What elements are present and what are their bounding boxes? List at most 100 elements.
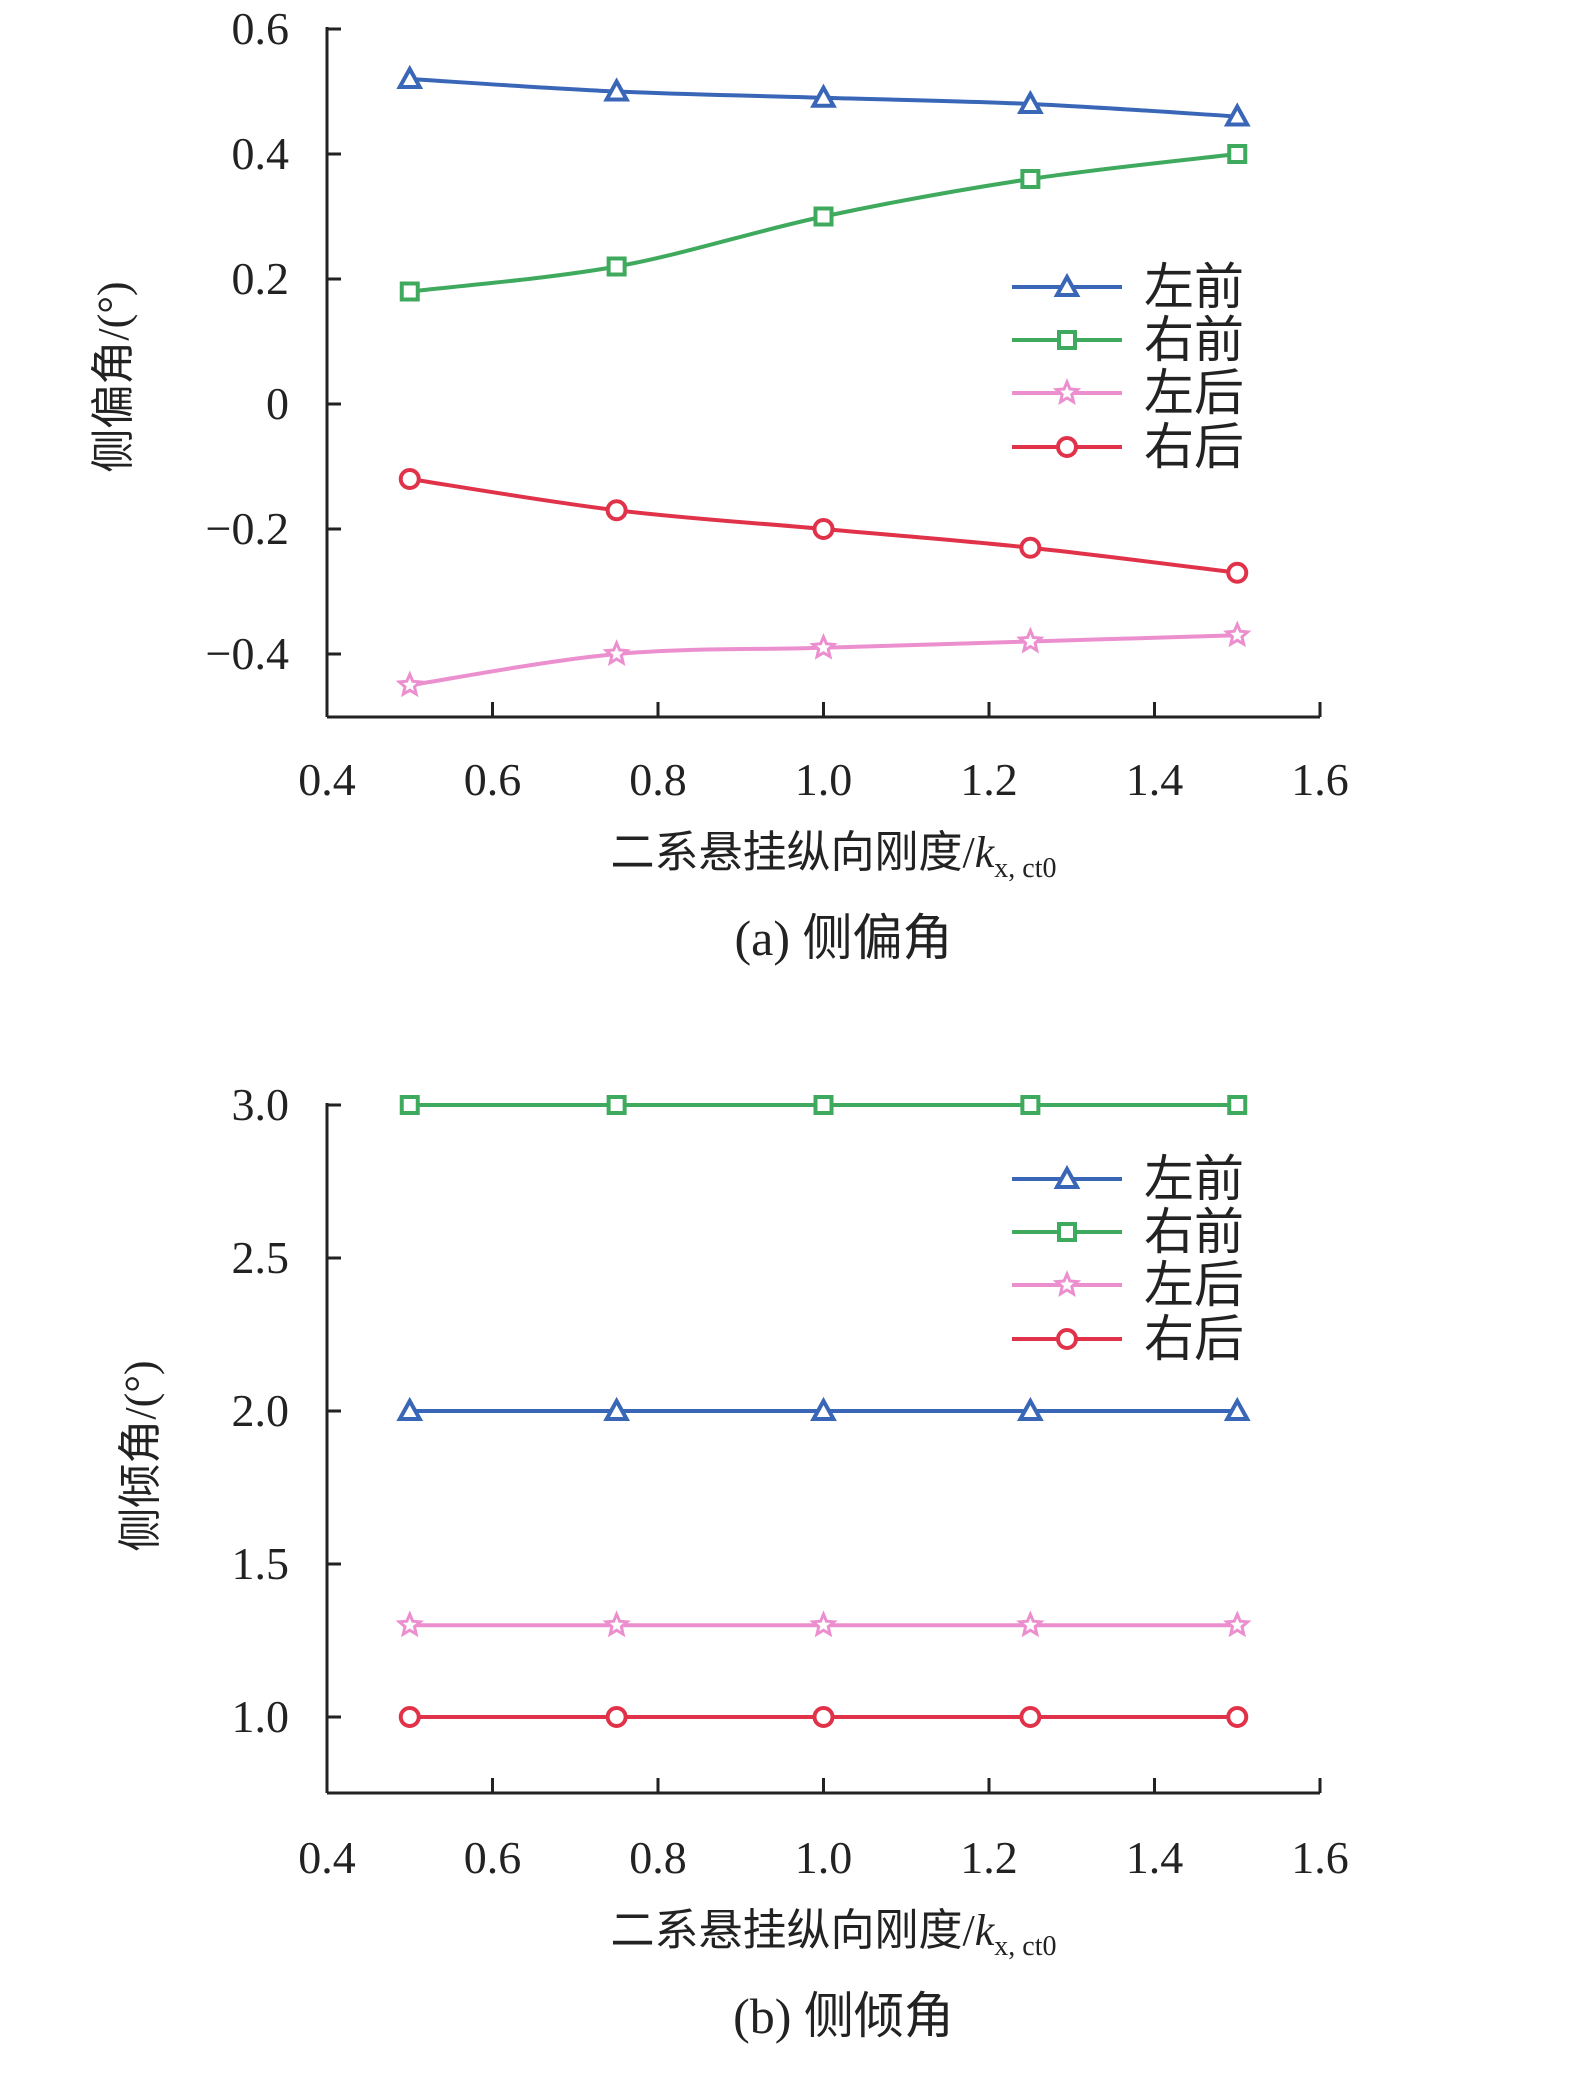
legend-label: 右前	[1144, 312, 1244, 368]
series-右前	[399, 1095, 1248, 1115]
circle-marker	[605, 499, 628, 522]
legend-item: 左后	[1012, 365, 1244, 421]
legend-label: 左前	[1144, 259, 1244, 315]
legend-label: 左后	[1144, 1257, 1244, 1313]
triangle-marker	[1053, 272, 1081, 297]
y-tick-label: 0	[266, 378, 289, 429]
x-tick-label: 0.8	[629, 1832, 687, 1883]
star-marker	[1016, 626, 1045, 654]
x-tick-label: 1.2	[960, 754, 1018, 805]
y-axis-title: 侧倾角/(°)	[116, 1360, 165, 1551]
legend-label: 右前	[1144, 1204, 1244, 1260]
star-marker	[1016, 1610, 1045, 1638]
legend-item: 右前	[1012, 1204, 1244, 1260]
legend-item: 右后	[1012, 1311, 1244, 1367]
x-tick-label: 0.4	[298, 754, 356, 805]
chart-caption: (b) 侧倾角	[733, 1988, 954, 2044]
star-marker	[602, 639, 631, 667]
star-marker	[809, 1610, 838, 1638]
circle-marker	[1056, 436, 1078, 458]
chart-a: 0.4 0.6 0.8 1.0 1.2 1.4 1.6 0.6 0.4 0.2 0 −0.2 −0.4 侧…	[89, 3, 1349, 966]
y-tick-label: 0.6	[232, 3, 290, 54]
x-tick-label: 1.0	[795, 754, 853, 805]
square-marker	[1057, 330, 1077, 350]
star-marker	[395, 1610, 424, 1638]
x-axis-title-sub: x, ct0	[994, 853, 1056, 884]
circle-marker	[605, 1706, 628, 1728]
y-tick-label: −0.2	[206, 503, 289, 554]
star-marker	[602, 1610, 631, 1638]
x-tick-label: 1.4	[1126, 754, 1184, 805]
legend-label: 左后	[1144, 365, 1244, 421]
x-tick-label: 0.6	[464, 1832, 522, 1883]
square-marker	[1227, 1095, 1248, 1115]
x-tick-label: 0.8	[629, 754, 687, 805]
star-marker	[395, 670, 424, 698]
circle-marker	[812, 1706, 835, 1728]
legend-label: 右后	[1144, 1311, 1244, 1367]
square-marker	[399, 281, 420, 302]
circle-marker	[398, 468, 421, 490]
series-左前	[396, 64, 1251, 127]
circle-marker	[1226, 1706, 1249, 1728]
square-marker	[813, 206, 834, 227]
series-右前	[399, 144, 1248, 302]
circle-marker	[1226, 561, 1249, 584]
triangle-marker	[1016, 89, 1044, 114]
legend-label: 右后	[1144, 419, 1244, 475]
x-axis-title: 二系悬挂纵向刚度/kx, ct0	[611, 828, 1057, 884]
triangle-marker	[396, 64, 424, 89]
circle-marker	[1056, 1328, 1078, 1350]
square-marker	[606, 256, 627, 277]
legend-item: 左后	[1012, 1257, 1244, 1313]
x-tick-label: 0.4	[298, 1832, 356, 1883]
star-marker	[1223, 620, 1252, 648]
triangle-marker	[396, 1396, 424, 1421]
series-右后	[398, 1706, 1249, 1728]
series-右后	[398, 468, 1249, 584]
triangle-marker	[603, 1396, 631, 1421]
legend-item: 左前	[1012, 1151, 1244, 1207]
x-tick-label: 1.2	[960, 1832, 1018, 1883]
square-marker	[1057, 1222, 1077, 1242]
y-tick-label: 0.4	[232, 128, 290, 179]
legend-item: 右前	[1012, 312, 1244, 368]
x-tick-label: 1.6	[1291, 754, 1349, 805]
x-tick-label: 0.6	[464, 754, 522, 805]
circle-marker	[812, 518, 835, 540]
chart-caption: (a) 侧偏角	[735, 910, 953, 966]
circle-marker	[1019, 536, 1042, 559]
star-marker	[1052, 1270, 1082, 1298]
chart-b: 0.4 0.6 0.8 1.0 1.2 1.4 1.6 3.0 2.5 2.0 1.5 1.0 侧倾角/…	[116, 1079, 1349, 2044]
triangle-marker	[810, 83, 837, 108]
circle-marker	[398, 1706, 421, 1728]
triangle-marker	[1223, 1396, 1251, 1421]
triangle-marker	[1053, 1164, 1081, 1189]
legend-item: 左前	[1012, 259, 1244, 315]
y-tick-label: 1.0	[232, 1691, 290, 1742]
y-tick-label: 3.0	[232, 1079, 290, 1130]
triangle-marker	[603, 77, 631, 102]
star-marker	[809, 632, 838, 660]
y-tick-label: −0.4	[206, 628, 289, 679]
series-左前	[396, 1396, 1251, 1421]
x-tick-label: 1.0	[795, 1832, 853, 1883]
triangle-marker	[1223, 102, 1251, 127]
x-tick-label: 1.4	[1126, 1832, 1184, 1883]
series-左后	[395, 1610, 1252, 1638]
square-marker	[399, 1095, 420, 1115]
x-axis-title-var: k	[975, 1906, 996, 1955]
y-tick-label: 2.0	[232, 1385, 290, 1436]
x-axis-title-sub: x, ct0	[994, 1931, 1056, 1962]
y-tick-label: 2.5	[232, 1232, 290, 1283]
legend-item: 右后	[1012, 419, 1244, 475]
x-axis-title: 二系悬挂纵向刚度/kx, ct0	[611, 1906, 1057, 1962]
star-marker	[1223, 1610, 1252, 1638]
triangle-marker	[1016, 1396, 1044, 1421]
square-marker	[606, 1095, 627, 1115]
x-tick-label: 1.6	[1291, 1832, 1349, 1883]
x-axis-title-var: k	[975, 828, 996, 877]
circle-marker	[1019, 1706, 1042, 1728]
triangle-marker	[810, 1396, 837, 1421]
